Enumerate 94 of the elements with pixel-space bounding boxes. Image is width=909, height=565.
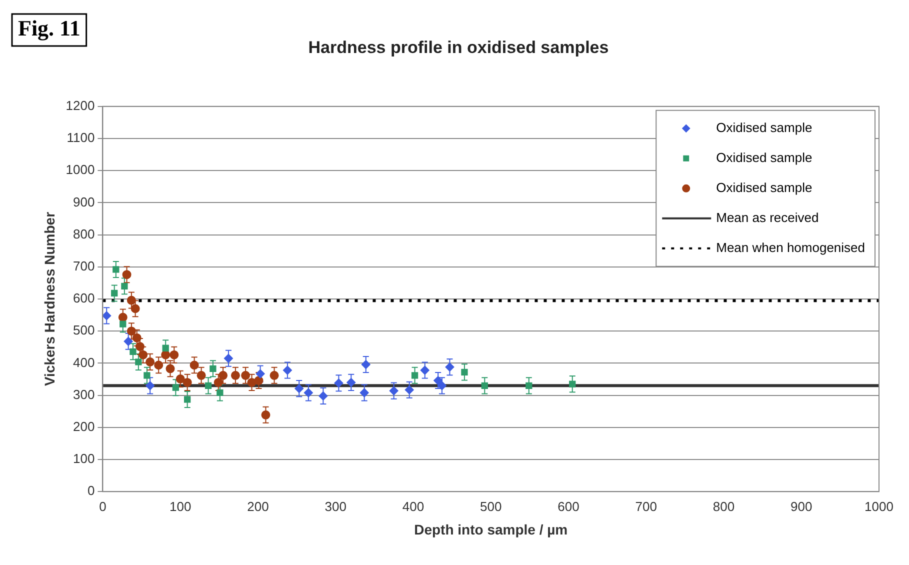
point [135,342,144,352]
x-tick-label: 900 [790,498,812,514]
point [261,410,270,420]
point [135,358,142,366]
point [214,378,223,387]
point [132,333,142,342]
y-tick-label: 200 [73,418,95,434]
x-tick-label: 1000 [864,498,894,514]
point [182,378,192,387]
point [254,376,264,386]
legend-label: Mean as received [716,210,819,225]
point [154,360,164,370]
y-axis-title: Vickers Hardness Number [41,211,58,386]
point [102,311,112,320]
point [121,282,128,290]
point [445,362,454,372]
point [170,350,179,360]
point [112,266,120,273]
y-tick-label: 600 [73,290,95,306]
legend-label: Oxidised sample [716,150,812,165]
point [204,382,212,389]
point [224,354,233,363]
caption: Fig. 11 [18,16,80,41]
chart-title: Hardness profile in oxidised samples [308,38,609,57]
point [126,326,136,336]
y-tick-label: 300 [73,386,95,402]
point [434,376,443,386]
point [138,350,148,360]
point [124,336,133,346]
y-tick-label: 100 [73,451,95,466]
point [120,320,126,328]
x-tick-label: 400 [402,498,424,514]
point [294,384,304,394]
point [420,366,430,375]
point [318,391,328,400]
y-tick-label: 500 [73,322,95,338]
point [389,386,398,396]
point [146,357,155,366]
point [270,370,279,380]
point [230,370,240,380]
x-tick-label: 800 [712,498,735,514]
x-tick-label: 600 [558,498,580,514]
legend-label: Oxidised sample [716,180,812,195]
point [111,290,118,297]
legend-label: Mean when homogenised [716,240,866,255]
point [304,388,313,398]
point [218,370,228,380]
point [569,380,576,388]
point [360,388,369,398]
x-tick-label: 700 [635,498,657,514]
legend-label: Oxidised sample [716,120,812,135]
point [130,348,136,355]
point [241,370,250,380]
point [437,381,446,390]
point [404,385,414,394]
y-tick-label: 1200 [66,98,95,113]
point [526,382,532,389]
point [361,360,370,369]
point [162,344,169,352]
point [346,378,356,387]
point [210,365,216,372]
point [122,270,132,280]
y-tick-label: 1100 [66,130,95,146]
y-tick-label: 400 [73,354,95,370]
x-tick-label: 100 [169,498,192,514]
x-tick-label: 0 [99,498,106,514]
point [172,384,180,391]
point [411,372,418,379]
point [282,366,292,375]
x-tick-label: 500 [480,498,502,514]
point [144,372,150,379]
point [126,296,136,305]
point [334,378,344,388]
point [130,304,140,314]
y-tick-label: 800 [73,226,95,242]
point [216,389,224,396]
point [190,360,199,370]
point [461,368,468,376]
point [118,312,128,322]
point [176,374,185,384]
point [196,370,206,380]
point [256,369,265,378]
point [166,364,175,374]
point [481,382,488,389]
y-tick-label: 1000 [66,162,95,178]
y-tick-label: 700 [73,258,95,274]
x-tick-label: 300 [324,498,346,514]
point [247,378,256,387]
y-tick-label: 0 [87,483,95,498]
x-tick-label: 200 [247,498,269,514]
x-axis-title: Depth into sample / µm [414,521,568,538]
y-tick-label: 900 [73,194,95,210]
point [184,396,191,403]
point [146,381,155,390]
